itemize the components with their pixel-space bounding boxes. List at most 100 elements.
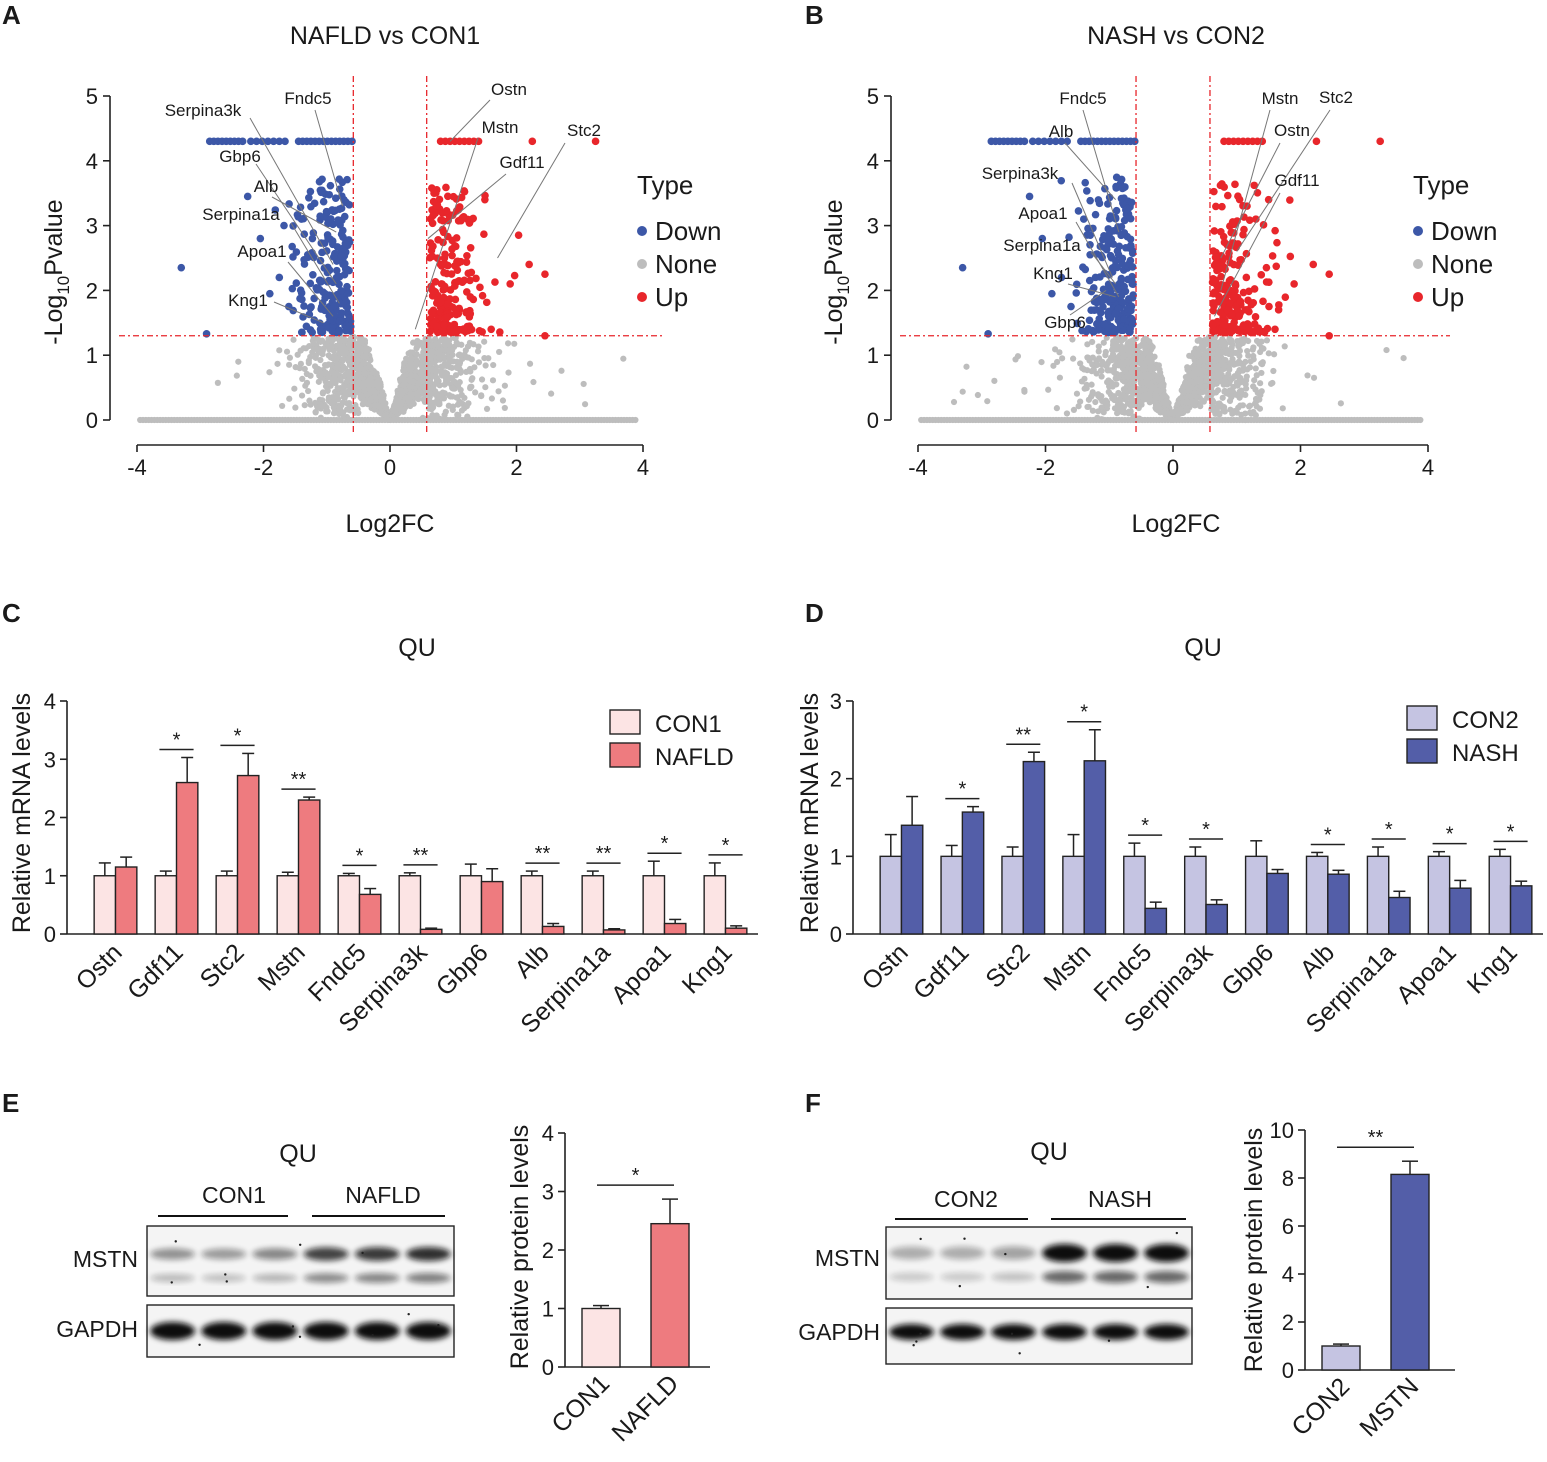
up-point — [510, 271, 519, 280]
none-point — [1227, 406, 1234, 413]
none-point — [1118, 337, 1125, 344]
none-point — [1100, 409, 1107, 416]
blot-speck — [291, 1325, 295, 1328]
blot-band — [1042, 1244, 1087, 1262]
none-point — [332, 379, 339, 386]
y-tick-label: 3 — [867, 214, 879, 239]
up-point — [448, 236, 456, 245]
down-point — [1128, 249, 1137, 257]
gene-callout-line — [290, 222, 340, 304]
legend-swatch — [1413, 226, 1423, 236]
none-point — [1242, 358, 1249, 365]
y-axis-label: Relative protein levels — [506, 1125, 534, 1370]
up-point — [439, 216, 447, 225]
up-point — [457, 193, 466, 202]
blot-speck — [919, 1332, 922, 1335]
down-point — [275, 273, 284, 282]
gene-callout-line — [1090, 251, 1117, 285]
none-point — [326, 380, 334, 387]
up-point — [1221, 320, 1229, 329]
mrna-bar-chart-nash: QU Relative mRNA levels 0123Ostn*Gdf11**… — [796, 634, 1543, 1039]
none-point — [446, 341, 453, 348]
none-point — [1070, 355, 1077, 362]
down-point — [317, 328, 325, 336]
down-point — [319, 197, 328, 206]
none-point — [1212, 342, 1219, 349]
up-point — [442, 207, 451, 215]
none-point — [1240, 365, 1247, 372]
down-point — [256, 234, 265, 243]
western-blot-nash: QU CON2 NASH MSTN GAPDH — [798, 1138, 1193, 1365]
down-point — [1123, 204, 1132, 213]
bar — [1062, 855, 1085, 935]
down-point — [1120, 315, 1128, 323]
panel-label-f: F — [805, 1088, 821, 1118]
none-point — [448, 364, 456, 371]
none-point — [1185, 367, 1192, 374]
down-point — [1128, 263, 1137, 271]
blot-band — [405, 1247, 451, 1261]
up-point — [469, 295, 478, 304]
none-point — [294, 351, 301, 358]
significance-mark: * — [661, 833, 669, 855]
none-point — [468, 356, 475, 363]
up-point — [441, 285, 449, 293]
significance-mark: ** — [413, 845, 429, 867]
blot-band — [405, 1322, 451, 1340]
none-point — [1208, 377, 1215, 384]
blot-band — [889, 1324, 934, 1340]
down-point — [332, 266, 341, 275]
up-point — [452, 310, 461, 319]
none-point — [279, 402, 286, 410]
none-point — [548, 390, 555, 397]
blot-speck — [224, 1273, 227, 1276]
category-label: NAFLD — [606, 1369, 684, 1447]
gene-label: Stc2 — [1319, 88, 1353, 107]
blot-band — [1144, 1324, 1189, 1340]
down-point — [320, 306, 329, 315]
down-point — [1112, 206, 1121, 215]
down-point — [318, 175, 326, 184]
blot-band — [991, 1246, 1036, 1260]
legend-item: CON1 — [655, 711, 722, 738]
none-point — [319, 370, 326, 378]
down-point — [1120, 216, 1129, 225]
down-point — [269, 137, 278, 146]
down-point — [1111, 328, 1119, 336]
none-point — [558, 367, 565, 374]
none-point — [408, 355, 415, 362]
bar — [1390, 1173, 1430, 1371]
blot-row-label: MSTN — [815, 1245, 880, 1271]
bar — [541, 925, 565, 935]
blot-speck — [174, 1240, 177, 1243]
none-point — [456, 379, 463, 386]
up-point — [453, 257, 462, 266]
bar — [276, 875, 300, 935]
none-point — [580, 380, 587, 388]
gene-callout-line — [314, 109, 344, 207]
blot-title: QU — [1030, 1138, 1068, 1166]
down-point — [1117, 194, 1126, 203]
up-point — [426, 253, 434, 262]
none-point — [447, 393, 454, 400]
up-point — [1231, 180, 1239, 189]
none-point — [309, 349, 316, 356]
none-point — [1129, 363, 1136, 371]
none-point — [1078, 378, 1086, 385]
none-point — [336, 375, 344, 382]
none-point — [415, 341, 422, 349]
blot-group-label: NASH — [1088, 1186, 1152, 1212]
down-point — [1091, 210, 1100, 219]
none-point — [1167, 410, 1174, 417]
up-point — [464, 269, 473, 278]
none-point — [373, 370, 380, 377]
down-point — [326, 315, 334, 324]
up-point — [459, 325, 468, 333]
down-point — [1073, 319, 1082, 328]
category-label: Kng1 — [677, 938, 738, 999]
up-point — [1220, 183, 1228, 191]
none-point — [313, 368, 320, 375]
none-point — [472, 389, 479, 396]
none-point — [311, 363, 319, 370]
none-point — [1149, 343, 1156, 351]
